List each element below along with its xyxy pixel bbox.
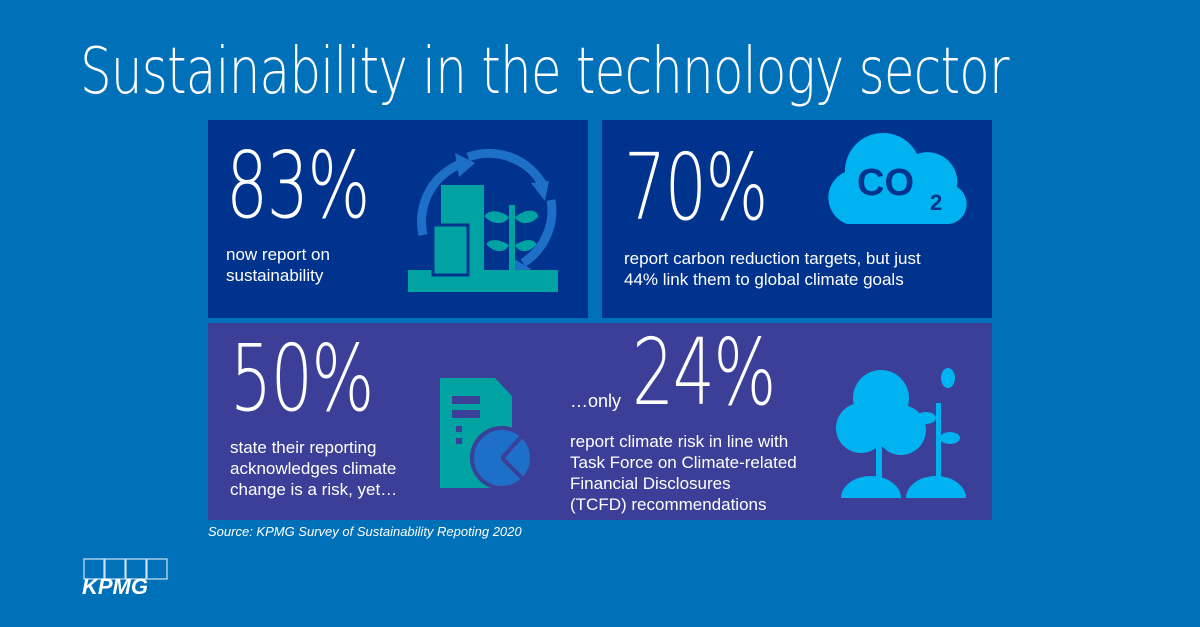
stat-value: 24% [632,319,776,426]
text-line: (TCFD) recommendations [570,495,767,514]
stat-value: 83% [226,132,370,239]
text-line: Financial Disclosures [570,474,731,493]
report-pie-chart-icon [440,378,534,490]
stat-panel-carbon: 70% report carbon reduction targets, but… [602,120,992,318]
co2-label: CO [857,162,914,204]
stat-value: 70% [624,134,768,241]
text-line: report carbon reduction targets, but jus… [624,249,921,268]
text-line: Task Force on Climate-related [570,453,797,472]
stat-text: report carbon reduction targets, but jus… [624,248,921,290]
source-note: Source: KPMG Survey of Sustainability Re… [208,524,522,539]
co2-cloud-icon: CO 2 [817,132,977,227]
stat-prefix: …only [570,391,622,411]
text-line: now report on [226,245,330,264]
text-line: change is a risk, yet… [230,480,398,499]
trees-icon [836,368,966,498]
svg-text:KPMG: KPMG [82,574,148,598]
building-plant-cycle-icon [408,148,558,292]
stat-text: state their reporting acknowledges clima… [230,437,397,500]
stat-value: 50% [230,325,374,432]
text-line: sustainability [226,266,324,285]
text-line: report climate risk in line with [570,432,789,451]
text-line: state their reporting [230,438,377,457]
stat-panel-climate-risk: 50% state their reporting acknowledges c… [208,323,992,520]
co2-subscript: 2 [930,190,943,215]
text-line: 44% link them to global climate goals [624,270,904,289]
stat-panel-reporting: 83% now report on sustainability [208,120,588,318]
stat-text: now report on sustainability [226,244,330,286]
stat-text: report climate risk in line with Task Fo… [570,431,797,515]
text-line: acknowledges climate [230,459,397,478]
kpmg-logo: KPMG [80,558,170,603]
page-title: Sustainability in the technology sector [80,35,1010,109]
